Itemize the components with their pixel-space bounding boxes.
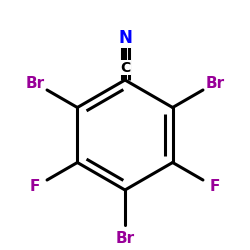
Text: Br: Br — [116, 231, 134, 246]
Text: F: F — [30, 179, 40, 194]
Text: Br: Br — [205, 76, 225, 90]
Text: F: F — [210, 179, 220, 194]
Text: N: N — [118, 29, 132, 47]
Text: C: C — [120, 61, 130, 75]
Text: Br: Br — [26, 76, 45, 90]
